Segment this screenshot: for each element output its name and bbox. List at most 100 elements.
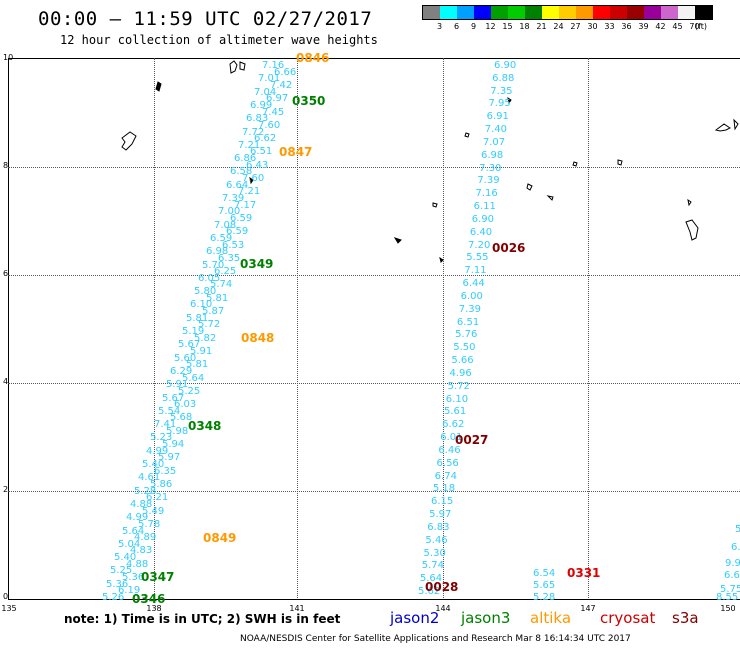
swh-value: 6.03 xyxy=(174,399,197,411)
x-tick-label: 150 xyxy=(720,604,736,613)
swh-value: 4.88 xyxy=(126,558,149,570)
swh-value: 6.2 xyxy=(731,542,740,553)
swh-value: 5.74 xyxy=(210,279,233,291)
island-outline xyxy=(393,237,402,244)
color-scale-label: 6 xyxy=(453,22,460,31)
pass-time-label: 0026 xyxy=(492,241,526,255)
swh-value: 7.07 xyxy=(482,136,506,148)
swh-value: 7.16 xyxy=(262,60,285,71)
swh-value: 6.90 xyxy=(494,60,517,71)
island-outline xyxy=(507,96,512,105)
color-swatch xyxy=(525,6,542,19)
legend-entry-altika: altika xyxy=(530,609,572,627)
island-outline xyxy=(249,176,254,185)
swh-value: 7.60 xyxy=(258,119,281,131)
swh-value: 7.41 xyxy=(154,419,177,431)
island-outline xyxy=(155,81,162,92)
swh-value: 4.89 xyxy=(134,532,157,544)
color-scale-label: 24 xyxy=(553,22,564,31)
swh-value: 6.00 xyxy=(460,290,483,302)
color-swatch xyxy=(508,6,525,19)
x-tick-label: 141 xyxy=(289,604,305,613)
swh-value: 4.61 xyxy=(138,472,161,484)
credit-line: NOAA/NESDIS Center for Satellite Applica… xyxy=(240,634,631,644)
swh-value: 6.35 xyxy=(154,465,177,477)
swh-value: 5.64 xyxy=(182,372,205,384)
swh-value: 5.55 xyxy=(466,252,489,264)
y-tick-label: 4 xyxy=(3,377,9,386)
pass-time-label: 0350 xyxy=(292,94,326,108)
swh-value: 6.29 xyxy=(170,365,193,377)
color-scale-label: 18 xyxy=(519,22,530,31)
pass-time-label: 0027 xyxy=(455,433,489,447)
island-outline xyxy=(714,123,731,132)
swh-value: 5.67 xyxy=(162,392,185,404)
swh-value: 7.01 xyxy=(258,73,281,85)
legend-entry-jason2: jason2 xyxy=(390,609,440,627)
pass-time-label: 0028 xyxy=(425,580,459,594)
grid-line-2 xyxy=(8,491,740,492)
island-outline xyxy=(687,198,692,207)
swh-value: 6.44 xyxy=(462,278,485,290)
swh-value: 7.00 xyxy=(218,206,241,218)
color-scale-label: 27 xyxy=(570,22,581,31)
swh-value: 5.64 xyxy=(122,525,145,537)
pass-time-label: 0849 xyxy=(203,531,237,545)
swh-value: 6.51 xyxy=(250,146,273,158)
swh-value: 5.49 xyxy=(142,505,165,517)
swh-value: 6.83 xyxy=(427,521,450,533)
swh-value: 6.51 xyxy=(456,316,480,328)
swh-value: 6.62 xyxy=(254,133,277,145)
color-swatch xyxy=(474,6,491,19)
pass-time-label: 0348 xyxy=(188,419,222,433)
y-tick-label: 2 xyxy=(3,485,9,494)
swh-value: 5.28 xyxy=(533,592,556,603)
color-swatch xyxy=(593,6,610,19)
island-outline xyxy=(239,61,246,71)
swh-value: 6.54 xyxy=(533,568,556,579)
x-tick-label: 147 xyxy=(580,604,596,613)
swh-value: 5.40 xyxy=(142,459,165,470)
color-swatch xyxy=(610,6,627,19)
color-swatch xyxy=(559,6,576,19)
legend-entry-jason3: jason3 xyxy=(461,609,511,627)
color-swatch xyxy=(423,6,440,19)
swh-value: 7.40 xyxy=(484,124,507,136)
swh-value: 7.16 xyxy=(475,188,498,200)
swh-value: 6.59 xyxy=(210,232,233,244)
swh-value: 5.82 xyxy=(194,332,217,344)
swh-value: 5.81 xyxy=(186,312,209,324)
swh-value: 5.50 xyxy=(453,342,476,354)
swh-value: 6.21 xyxy=(146,492,169,504)
swh-value: 5.76 xyxy=(455,329,478,341)
swh-value: 5.81 xyxy=(186,359,209,371)
swh-value: 7.11 xyxy=(464,265,487,277)
x-tick-label: 135 xyxy=(1,604,17,613)
swh-value: 5.62 xyxy=(418,586,441,597)
pass-time-label: 0848 xyxy=(241,331,275,345)
color-swatch xyxy=(457,6,474,19)
swh-value: 4.83 xyxy=(130,545,153,557)
swh-value: 6.59 xyxy=(226,226,249,238)
swh-value: 6.88 xyxy=(492,72,515,84)
swh-value: 5.87 xyxy=(202,306,225,318)
island-outline xyxy=(572,161,578,167)
swh-value: 5.46 xyxy=(425,534,448,546)
swh-value: 5.40 xyxy=(114,552,137,564)
swh-value: 5.70 xyxy=(202,259,225,271)
color-scale-label: 45 xyxy=(672,22,683,31)
pass-time-label: 0346 xyxy=(132,592,166,606)
island-outline xyxy=(464,132,470,138)
swh-value: 5.23 xyxy=(150,432,173,444)
color-scale-label: 39 xyxy=(638,22,649,31)
color-scale-label: (ft) xyxy=(694,22,708,31)
swh-value: 6.83 xyxy=(246,113,269,125)
swh-value: 5.60 xyxy=(174,352,197,364)
color-scale-bar xyxy=(422,5,713,20)
swh-value: 6.98 xyxy=(481,149,504,161)
swh-value: 6.53 xyxy=(222,239,245,251)
swh-value: 5.36 xyxy=(106,578,129,590)
swh-value: 5.67 xyxy=(178,339,201,351)
island-outline xyxy=(432,202,438,208)
